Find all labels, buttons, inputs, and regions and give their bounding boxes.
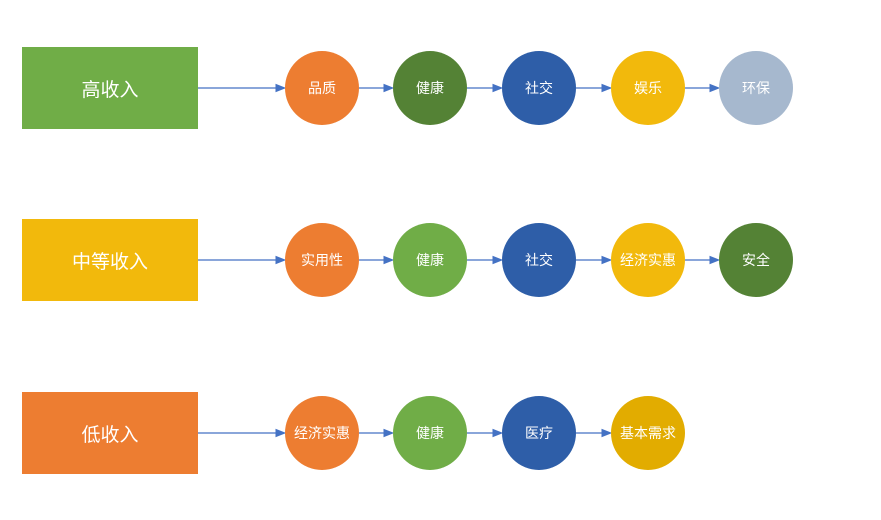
category-box-mid: 中等收入 <box>22 219 198 301</box>
attribute-label: 经济实惠 <box>620 252 676 269</box>
attribute-label: 社交 <box>525 80 553 97</box>
attribute-node: 基本需求 <box>611 396 685 470</box>
flow-diagram: 高收入品质健康社交娱乐环保中等收入实用性健康社交经济实惠安全低收入经济实惠健康医… <box>0 0 881 520</box>
arrow <box>467 426 502 440</box>
attribute-label: 品质 <box>308 80 336 97</box>
attribute-node: 环保 <box>719 51 793 125</box>
category-label: 高收入 <box>81 75 138 102</box>
category-label: 低收入 <box>81 420 138 447</box>
arrow <box>685 253 719 267</box>
attribute-label: 健康 <box>416 80 444 97</box>
attribute-node: 实用性 <box>285 223 359 297</box>
attribute-node: 健康 <box>393 51 467 125</box>
attribute-label: 基本需求 <box>620 425 676 442</box>
arrow <box>198 81 285 95</box>
attribute-label: 健康 <box>416 425 444 442</box>
attribute-node: 经济实惠 <box>285 396 359 470</box>
attribute-node: 健康 <box>393 396 467 470</box>
category-box-high: 高收入 <box>22 47 198 129</box>
arrow <box>685 81 719 95</box>
attribute-label: 经济实惠 <box>294 425 350 442</box>
attribute-node: 社交 <box>502 51 576 125</box>
arrow <box>576 426 611 440</box>
arrow <box>576 253 611 267</box>
arrow <box>359 426 393 440</box>
arrow <box>467 253 502 267</box>
attribute-label: 环保 <box>742 80 770 97</box>
attribute-label: 娱乐 <box>634 80 662 97</box>
attribute-label: 医疗 <box>525 425 553 442</box>
attribute-node: 品质 <box>285 51 359 125</box>
attribute-node: 医疗 <box>502 396 576 470</box>
attribute-node: 娱乐 <box>611 51 685 125</box>
category-box-low: 低收入 <box>22 392 198 474</box>
arrow <box>198 253 285 267</box>
attribute-label: 健康 <box>416 252 444 269</box>
attribute-node: 社交 <box>502 223 576 297</box>
attribute-node: 安全 <box>719 223 793 297</box>
arrow <box>198 426 285 440</box>
arrow <box>359 253 393 267</box>
category-label: 中等收入 <box>72 247 148 274</box>
arrow <box>467 81 502 95</box>
arrow <box>576 81 611 95</box>
attribute-label: 社交 <box>525 252 553 269</box>
attribute-node: 健康 <box>393 223 467 297</box>
arrow <box>359 81 393 95</box>
attribute-node: 经济实惠 <box>611 223 685 297</box>
attribute-label: 安全 <box>742 252 770 269</box>
attribute-label: 实用性 <box>301 252 343 269</box>
